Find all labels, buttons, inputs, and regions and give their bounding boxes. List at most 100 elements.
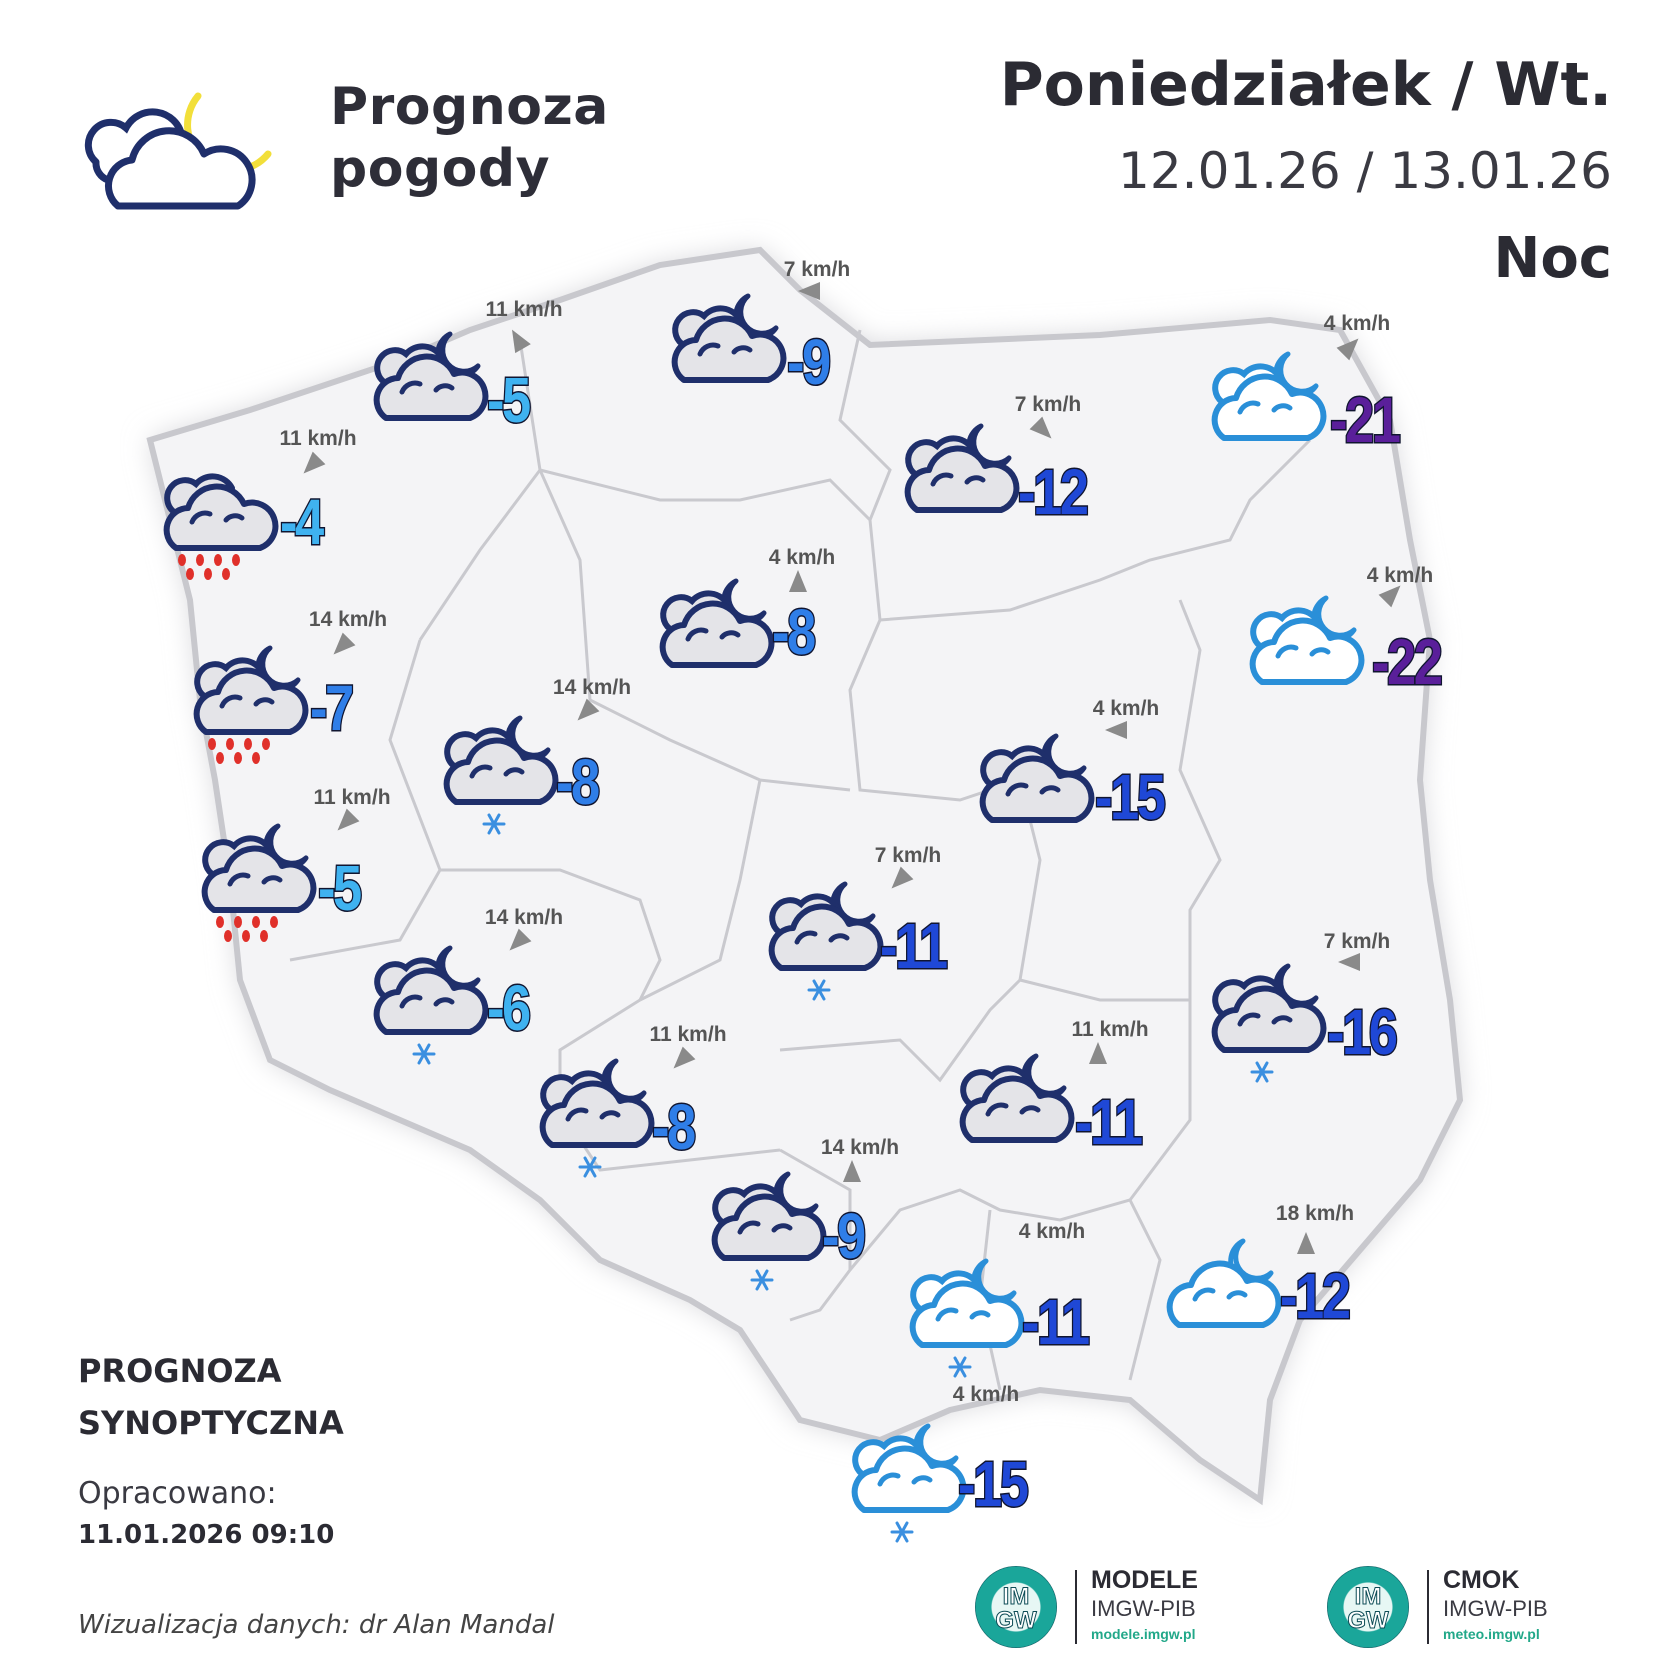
- station-temperature: -15: [957, 1448, 1030, 1520]
- wind-direction-arrow-icon: [1292, 1230, 1320, 1258]
- logo-text-bottom: GW: [1347, 1607, 1389, 1634]
- cloudy-night-icon: [968, 720, 1098, 860]
- partly-cloudy-night-icon: [1238, 582, 1368, 722]
- forecast-type: PROGNOZA SYNOPTYCZNA: [78, 1345, 344, 1449]
- partner-name: CMOK: [1443, 1566, 1520, 1594]
- wind-speed-label: 11 km/h: [1071, 1018, 1149, 1041]
- cloudy-night-icon: [893, 410, 1023, 550]
- partner-divider: [1075, 1570, 1077, 1644]
- cloudy-night-icon: [362, 318, 492, 458]
- wind-direction-arrow-icon: [332, 808, 360, 836]
- imgw-logo-icon: IM GW: [975, 1566, 1057, 1648]
- wind-speed-label: 4 km/h: [1323, 312, 1391, 335]
- visualization-credit: Wizualizacja danych: dr Alan Mandal: [78, 1610, 555, 1640]
- partner-modele[interactable]: IM GW MODELE IMGW-PIB modele.imgw.pl: [975, 1560, 1235, 1650]
- brand-title-line2: pogody: [330, 139, 551, 199]
- rain-icon: [152, 448, 282, 588]
- wind-speed-label: 11 km/h: [485, 298, 563, 321]
- snow-night-icon: [528, 1045, 658, 1185]
- partner-org: IMGW-PIB: [1091, 1596, 1196, 1621]
- date-range: 12.01.26 / 13.01.26: [1118, 142, 1612, 200]
- station-temperature: -12: [1017, 456, 1090, 528]
- wind-direction-arrow-icon: [504, 928, 532, 956]
- wind-speed-label: 7 km/h: [1323, 930, 1391, 953]
- wind-speed-label: 11 km/h: [313, 786, 391, 809]
- snow-night-icon: [700, 1158, 830, 1298]
- snow-night-icon: [757, 868, 887, 1008]
- station-temperature: -5: [486, 364, 533, 436]
- snow-night-icon: [1200, 950, 1330, 1090]
- wind-direction-arrow-icon: [1336, 948, 1364, 976]
- station-temperature: -7: [309, 672, 356, 744]
- wind-speed-label: 18 km/h: [1275, 1202, 1355, 1225]
- partner-name: MODELE: [1091, 1566, 1198, 1594]
- station-temperature: -15: [1094, 761, 1167, 833]
- station-temperature: -8: [771, 596, 818, 668]
- wind-direction-arrow-icon: [784, 568, 812, 596]
- cloudy-night-icon: [948, 1040, 1078, 1180]
- wind-speed-label: 7 km/h: [1014, 393, 1082, 416]
- wind-direction-arrow-icon: [1378, 580, 1406, 608]
- partner-url[interactable]: modele.imgw.pl: [1091, 1626, 1196, 1642]
- wind-direction-arrow-icon: [796, 277, 824, 305]
- station-temperature: -9: [786, 326, 833, 398]
- wind-speed-label: 14 km/h: [308, 608, 388, 631]
- forecast-type-line2: SYNOPTYCZNA: [78, 1404, 344, 1442]
- wind-direction-arrow-icon: [1029, 416, 1057, 444]
- wind-speed-label: 4 km/h: [952, 1383, 1020, 1406]
- imgw-logo-icon: IM GW: [1327, 1566, 1409, 1648]
- station-temperature: -16: [1326, 996, 1399, 1068]
- station-temperature: -9: [821, 1200, 868, 1272]
- wind-speed-label: 7 km/h: [874, 844, 942, 867]
- cloudy-night-icon: [648, 565, 778, 705]
- partly-snow-night-icon: [840, 1410, 970, 1550]
- rain-night-icon: [190, 810, 320, 950]
- logo-text-bottom: GW: [995, 1607, 1037, 1634]
- day-title: Poniedziałek / Wt.: [999, 50, 1612, 120]
- partner-divider: [1427, 1570, 1429, 1644]
- wind-direction-arrow-icon: [668, 1046, 696, 1074]
- partner-cmok[interactable]: IM GW CMOK IMGW-PIB meteo.imgw.pl: [1327, 1560, 1587, 1650]
- logo-text-top: IM: [1002, 1583, 1030, 1610]
- station-temperature: -8: [651, 1091, 698, 1163]
- wind-direction-arrow-icon: [1084, 1040, 1112, 1068]
- wind-direction-arrow-icon: [504, 326, 532, 354]
- wind-speed-label: 4 km/h: [1092, 697, 1160, 720]
- station-temperature: -11: [879, 910, 949, 982]
- partner-org: IMGW-PIB: [1443, 1596, 1548, 1621]
- rain-night-icon: [182, 632, 312, 772]
- wind-direction-arrow-icon: [838, 1158, 866, 1186]
- wind-speed-label: 14 km/h: [552, 676, 632, 699]
- wind-direction-arrow-icon: [886, 866, 914, 894]
- wind-speed-label: 4 km/h: [768, 546, 836, 569]
- station-temperature: -5: [317, 852, 364, 924]
- wind-speed-label: 4 km/h: [1366, 564, 1434, 587]
- station-temperature: -8: [555, 746, 602, 818]
- wind-direction-arrow-icon: [1103, 716, 1131, 744]
- station-temperature: -11: [1074, 1086, 1144, 1158]
- prepared-label: Opracowano:: [78, 1476, 277, 1511]
- partner-url[interactable]: meteo.imgw.pl: [1443, 1626, 1540, 1642]
- station-temperature: -6: [486, 972, 533, 1044]
- partly-snow-night-icon: [898, 1245, 1028, 1385]
- brand-title-line1: Prognoza: [330, 77, 609, 137]
- wind-speed-label: 14 km/h: [484, 906, 564, 929]
- cloudy-night-icon: [660, 280, 790, 420]
- weather-logo-icon: [84, 92, 272, 210]
- partly-cloudy-night-icon: [1200, 338, 1330, 478]
- wind-speed-label: 11 km/h: [649, 1023, 727, 1046]
- brand-title: Prognoza pogody: [330, 76, 609, 200]
- wind-direction-arrow-icon: [1336, 333, 1364, 361]
- station-temperature: -11: [1021, 1286, 1091, 1358]
- snow-night-icon: [362, 932, 492, 1072]
- wind-direction-arrow-icon: [298, 451, 326, 479]
- forecast-type-line1: PROGNOZA: [78, 1352, 282, 1390]
- wind-direction-arrow-icon: [572, 698, 600, 726]
- clear-cloud-night-icon: [1155, 1225, 1285, 1365]
- station-temperature: -21: [1329, 384, 1402, 456]
- station-temperature: -4: [279, 486, 326, 558]
- logo-text-top: IM: [1354, 1583, 1382, 1610]
- wind-speed-label: 11 km/h: [279, 427, 357, 450]
